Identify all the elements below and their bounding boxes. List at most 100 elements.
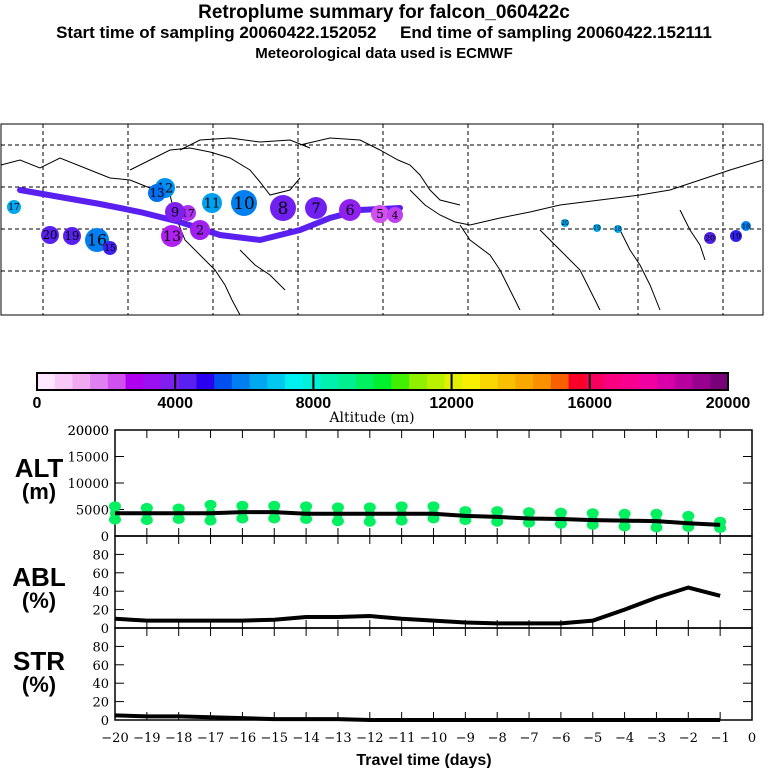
trajectory-point: 11 xyxy=(202,193,222,213)
x-tick-label: −9 xyxy=(456,731,475,746)
colorbar-cell xyxy=(639,373,658,390)
trajectory-point-circle xyxy=(741,221,751,231)
trajectory-point-label: 19 xyxy=(65,229,80,243)
colorbar-cell xyxy=(214,373,233,390)
trajectory-point: 2 xyxy=(190,220,210,240)
colorbar-cell xyxy=(178,373,197,390)
colorbar-cell xyxy=(479,373,499,390)
colorbar-cell xyxy=(497,373,516,390)
coastline xyxy=(129,147,301,196)
trajectory-point-label: 19 xyxy=(593,225,601,232)
trajectory-map: 1087654111213171329162019151720191820191… xyxy=(0,123,764,316)
trajectory-point-circle xyxy=(614,225,622,233)
colorbar-cell xyxy=(267,373,286,390)
trajectory-point-label: 8 xyxy=(278,198,289,218)
trajectory-point: 19 xyxy=(63,227,81,245)
trajectory-point-circle xyxy=(339,199,361,221)
y-tick-label: 5000 xyxy=(76,504,109,519)
colorbar-cell xyxy=(533,373,552,390)
map-gridlines xyxy=(1,124,763,315)
colorbar-cell xyxy=(603,373,623,390)
colorbar-cell xyxy=(568,373,587,390)
colorbar-cell xyxy=(302,373,321,390)
panel-frame xyxy=(114,627,753,721)
trajectory-point: 13 xyxy=(161,225,183,247)
x-tick-label: −2 xyxy=(679,731,698,746)
x-tick-label: −13 xyxy=(324,731,351,746)
trajectory-point-circle xyxy=(63,227,81,245)
trajectory-point-circle xyxy=(593,224,601,232)
alt-panel-label: ALT (m) xyxy=(9,453,69,504)
colorbar-cell xyxy=(657,373,676,390)
trajectory-point: 17 xyxy=(7,200,21,214)
colorbar-cell xyxy=(355,373,375,390)
colorbar-cell xyxy=(37,373,56,390)
trajectory-point-circle xyxy=(730,230,742,242)
abl-line xyxy=(114,585,721,626)
trajectory-point-label: 7 xyxy=(311,201,320,217)
trajectory-track xyxy=(17,187,403,244)
colorbar-frame xyxy=(36,372,729,391)
y-tick-label: 60 xyxy=(92,659,109,674)
trajectory-point-circle xyxy=(85,228,109,252)
y-tick-label: 80 xyxy=(92,640,109,655)
trajectory-point-label: 18 xyxy=(614,226,622,233)
x-tick-label: 0 xyxy=(748,731,756,746)
x-tick-label: −7 xyxy=(519,731,538,746)
str-label: STR xyxy=(13,646,65,676)
alt-unit: (m) xyxy=(21,479,57,504)
altitude-spread-point xyxy=(395,501,408,512)
str-panel-label: STR (%) xyxy=(9,646,69,697)
abl-label: ABL xyxy=(12,562,66,592)
trajectory-point: 20 xyxy=(704,232,716,244)
x-tick-label: −20 xyxy=(101,731,128,746)
x-tick-label: −6 xyxy=(551,731,570,746)
trajectory-point-circle xyxy=(165,202,185,222)
altitude-spread-point xyxy=(363,516,376,527)
x-tick-label: −1 xyxy=(711,731,730,746)
colorbar-tick-label: 20000 xyxy=(706,395,751,412)
x-tick-label: −12 xyxy=(356,731,383,746)
x-tick-label: −11 xyxy=(388,731,415,746)
coastline xyxy=(409,159,764,226)
altitude-spread-point xyxy=(682,510,695,521)
coastline xyxy=(299,137,461,206)
trajectory-point-label: 13 xyxy=(163,229,181,245)
colorbar-cell xyxy=(90,373,109,390)
y-tick-label: 20 xyxy=(92,696,109,711)
trajectory-point: 18 xyxy=(614,225,622,233)
alt-label: ALT xyxy=(14,453,64,483)
colorbar-cell xyxy=(515,373,534,390)
trajectory-point: 5 xyxy=(371,205,389,223)
trajectory-point-label: 9 xyxy=(171,206,179,221)
met-data-line: Meteorological data used is ECMWF xyxy=(255,45,513,62)
colorbar-cell xyxy=(621,373,640,390)
colorbar-cell xyxy=(409,373,428,390)
trajectory-point-label: 16 xyxy=(87,231,107,249)
trajectory-point-label: 15 xyxy=(104,244,116,254)
y-tick-label: 0 xyxy=(101,530,109,545)
y-tick-label: 0 xyxy=(101,714,109,729)
coastline xyxy=(239,249,286,291)
colorbar-tick-label: 12000 xyxy=(429,395,474,412)
altitude-spread-point xyxy=(650,508,663,519)
colorbar-cell xyxy=(196,373,215,390)
altitude-colorbar: 0 4000 8000 12000 16000 20000 Altitude (m) xyxy=(33,372,751,425)
colorbar-cell xyxy=(710,373,729,390)
colorbar-cell xyxy=(54,373,73,390)
colorbar-tick-label: 16000 xyxy=(568,395,613,412)
trajectory-point-circle xyxy=(561,219,569,227)
x-axis-title: Travel time (days) xyxy=(356,752,491,768)
trajectory-point: 7 xyxy=(305,197,327,219)
str-line xyxy=(114,713,721,722)
x-tick-label: −3 xyxy=(647,731,666,746)
colorbar-cell xyxy=(586,373,605,390)
trajectory-point-label: 20 xyxy=(561,220,569,227)
x-tick-label: −10 xyxy=(420,731,447,746)
trajectory-point: 10 xyxy=(231,190,257,216)
colorbar-cell xyxy=(320,373,339,390)
colorbar-cell xyxy=(550,373,570,390)
trajectory-point-label: 10 xyxy=(233,193,255,213)
